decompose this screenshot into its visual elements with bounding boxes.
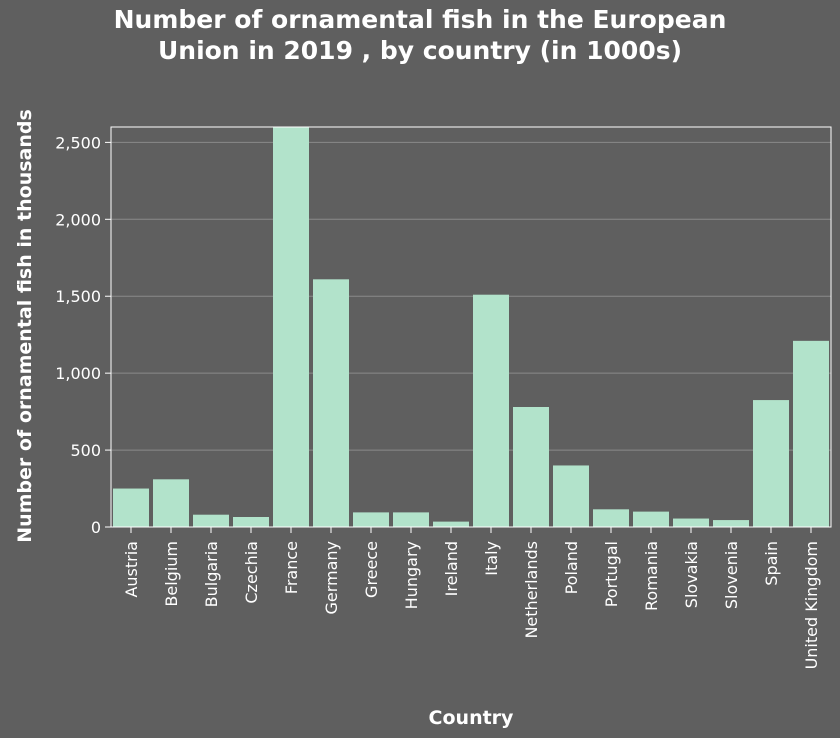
- x-tick-label: France: [282, 541, 301, 594]
- bar-greece: [353, 512, 389, 527]
- x-tick-label: Portugal: [602, 541, 621, 607]
- bar-germany: [313, 279, 349, 527]
- x-tick-label: United Kingdom: [802, 541, 821, 669]
- bar-poland: [553, 465, 589, 527]
- y-tick-label: 1,500: [55, 287, 101, 306]
- y-tick-label: 2,500: [55, 133, 101, 152]
- x-tick-label: Ireland: [442, 541, 461, 596]
- x-tick-label: Slovakia: [682, 541, 701, 608]
- bar-slovenia: [713, 520, 749, 527]
- x-tick-label: Greece: [362, 541, 381, 598]
- y-tick-label: 500: [70, 441, 101, 460]
- bar-slovakia: [673, 518, 709, 527]
- y-axis-ticks: 0 500 1,000 1,500 2,000 2,500: [55, 133, 111, 537]
- x-tick-label: Italy: [482, 541, 501, 576]
- x-tick-label: Spain: [762, 541, 781, 586]
- x-tick-label: Poland: [562, 541, 581, 594]
- x-tick-label: Czechia: [242, 541, 261, 604]
- y-axis-title: Number of ornamental fish in thousands: [14, 109, 36, 543]
- bar-bulgaria: [193, 514, 229, 527]
- y-tick-label: 1,000: [55, 364, 101, 383]
- x-tick-label: Hungary: [402, 541, 421, 609]
- bar-netherlands: [513, 407, 549, 527]
- x-tick-label: Netherlands: [522, 541, 541, 639]
- y-tick-label: 2,000: [55, 210, 101, 229]
- bar-czechia: [233, 517, 269, 527]
- x-axis-ticks: Austria Belgium Bulgaria Czechia France Germa…: [122, 527, 821, 669]
- x-tick-label: Slovenia: [722, 541, 741, 609]
- x-tick-label: Belgium: [162, 541, 181, 607]
- x-tick-label: Bulgaria: [202, 541, 221, 607]
- x-tick-label: Romania: [642, 541, 661, 611]
- bar-italy: [473, 294, 509, 527]
- chart-title-line-2: Union in 2019 , by country (in 1000s): [157, 36, 683, 65]
- bar-portugal: [593, 509, 629, 527]
- x-axis-title: Country: [429, 707, 515, 729]
- bar-austria: [113, 488, 149, 527]
- bar-belgium: [153, 479, 189, 527]
- bar-united-kingdom: [793, 340, 829, 527]
- chart-title-line-1: Number of ornamental fish in the Europea…: [113, 5, 727, 34]
- x-tick-label: Germany: [322, 541, 341, 615]
- bar-romania: [633, 511, 669, 527]
- bar-spain: [753, 400, 789, 527]
- bar-france: [273, 127, 309, 527]
- x-tick-label: Austria: [122, 541, 141, 598]
- bar-hungary: [393, 512, 429, 527]
- chart-title: Number of ornamental fish in the Europea…: [0, 4, 840, 66]
- grid-lines: [111, 141, 831, 451]
- bar-ireland: [433, 521, 469, 527]
- plot-area-frame: [110, 126, 832, 528]
- y-tick-label: 0: [91, 518, 101, 537]
- bars: [113, 127, 829, 527]
